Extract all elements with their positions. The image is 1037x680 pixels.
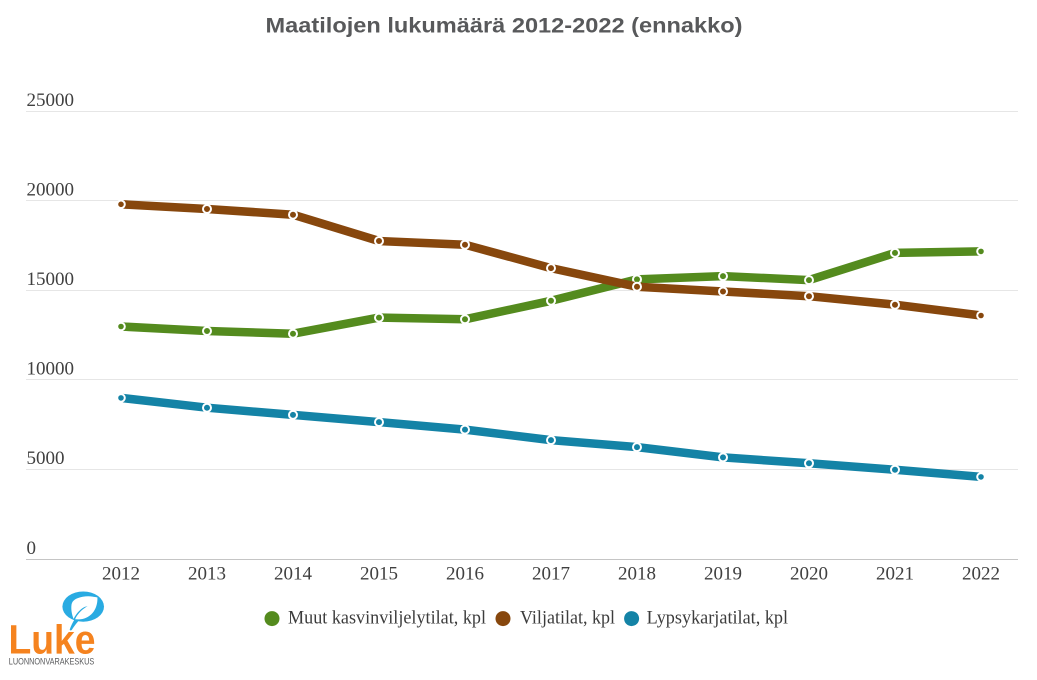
svg-text:2016: 2016 xyxy=(446,563,484,584)
svg-text:Lypsykarjatilat, kpl: Lypsykarjatilat, kpl xyxy=(647,608,789,629)
svg-text:2020: 2020 xyxy=(790,563,828,584)
svg-text:20000: 20000 xyxy=(27,179,75,200)
svg-text:Muut kasvinviljelytilat, kpl: Muut kasvinviljelytilat, kpl xyxy=(288,608,486,629)
svg-text:2022: 2022 xyxy=(962,563,1000,584)
svg-text:2019: 2019 xyxy=(704,563,742,584)
svg-text:2015: 2015 xyxy=(360,563,398,584)
svg-text:2017: 2017 xyxy=(532,563,570,584)
svg-text:15000: 15000 xyxy=(27,269,75,290)
svg-text:2021: 2021 xyxy=(876,563,914,584)
svg-text:25000: 25000 xyxy=(27,90,75,111)
svg-text:0: 0 xyxy=(27,538,37,559)
svg-text:Luke: Luke xyxy=(9,617,96,663)
svg-text:Viljatilat, kpl: Viljatilat, kpl xyxy=(520,608,615,629)
svg-text:2013: 2013 xyxy=(188,563,226,584)
svg-text:5000: 5000 xyxy=(27,448,65,469)
svg-text:Maatilojen lukumäärä 2012-2022: Maatilojen lukumäärä 2012-2022 (ennakko) xyxy=(266,14,743,38)
svg-text:2018: 2018 xyxy=(618,563,656,584)
svg-text:2014: 2014 xyxy=(274,563,313,584)
svg-text:10000: 10000 xyxy=(27,359,75,380)
svg-text:LUONNONVARAKESKUS: LUONNONVARAKESKUS xyxy=(9,656,95,667)
svg-text:2012: 2012 xyxy=(102,563,140,584)
